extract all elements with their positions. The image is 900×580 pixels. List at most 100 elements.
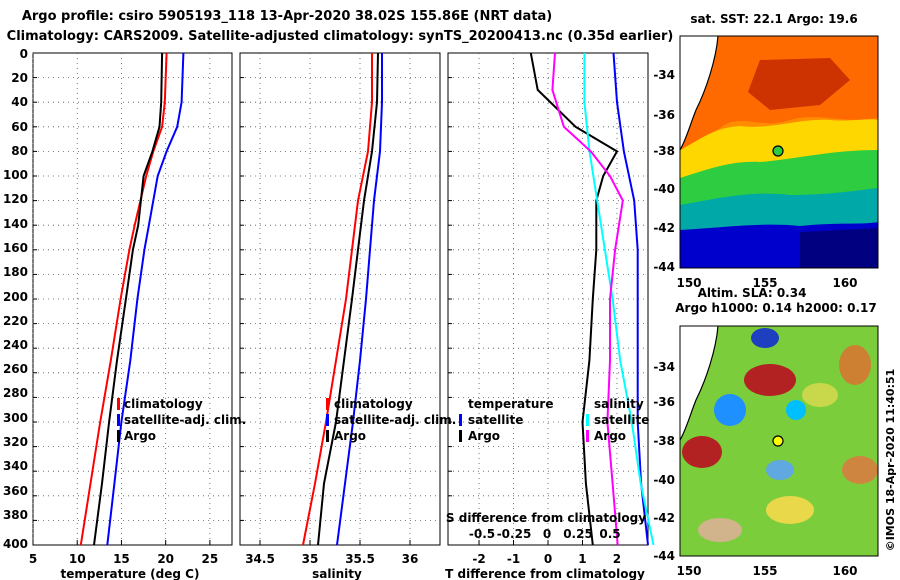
plot-frame [32, 52, 233, 546]
lon-tick-label: 160 [832, 564, 857, 578]
x-tick-label: -1 [507, 552, 520, 566]
depth-tick-label: 0 [20, 47, 28, 61]
sst-map-title: sat. SST: 22.1 Argo: 19.6 [690, 12, 857, 26]
s-diff-tick-label: 0.5 [599, 527, 620, 541]
sla-coastline [679, 325, 719, 441]
lat-tick-label: -40 [653, 182, 675, 196]
legend-label: satellite-adj. clim. [124, 413, 246, 427]
temperature-legend: climatology satellite-adj. clim. Argo [117, 397, 246, 443]
depth-tick-label: 60 [11, 120, 28, 134]
series-line-t-satellite-clim [612, 52, 649, 546]
salinity-axis-label: salinity [312, 567, 362, 580]
depth-tick-label: 380 [3, 508, 28, 522]
depth-tick-label: 120 [3, 192, 28, 206]
series-line-argo [93, 52, 164, 546]
lat-tick-label: -34 [653, 360, 675, 374]
lat-tick-label: -38 [653, 434, 675, 448]
legend-heading: salinity [594, 397, 644, 411]
temperature-panel: 5 10 15 20 25 [29, 52, 233, 566]
depth-tick-label: 40 [11, 95, 28, 109]
depth-tick-label: 280 [3, 386, 28, 400]
x-tick-label: 10 [69, 552, 86, 566]
title-line-1: Argo profile: csiro 5905193_118 13-Apr-2… [22, 9, 552, 24]
sla-yellow-1 [766, 496, 814, 524]
lat-tick-label: -42 [653, 511, 675, 525]
lon-tick-label: 160 [832, 276, 857, 290]
sst-coastline [679, 35, 719, 151]
legend-label: satellite-adj. clim. [334, 413, 456, 427]
depth-tick-label: 20 [11, 71, 28, 85]
sst-map [679, 35, 879, 269]
legend-label: climatology [124, 397, 203, 411]
sla-map-frame [679, 325, 879, 557]
sst-land [680, 36, 718, 150]
sst-map-frame [679, 35, 879, 269]
sla-yellow-2 [802, 383, 838, 407]
sla-map-lon-labels: 150 155 160 [676, 564, 857, 578]
s-diff-tick-label: -0.5 [469, 527, 495, 541]
difference-legend-salinity: salinity satellite Argo [586, 397, 649, 443]
lat-tick-label: -40 [653, 473, 675, 487]
legend-swatch-argo [459, 430, 462, 442]
depth-tick-label: 320 [3, 435, 28, 449]
legend-swatch-satellite [586, 414, 589, 426]
x-tick-label: -2 [472, 552, 485, 566]
depth-tick-label: 200 [3, 290, 28, 304]
legend-swatch-climatology [117, 398, 120, 410]
series-line-t-argo-clim [529, 52, 619, 546]
legend-label: satellite [594, 413, 649, 427]
sst-warm-core [748, 58, 850, 110]
depth-tick-label: 140 [3, 217, 28, 231]
legend-swatch-climatology [326, 398, 329, 410]
argo-location-marker [772, 145, 784, 157]
legend-swatch-argo [586, 430, 589, 442]
sla-high-5 [842, 456, 878, 484]
legend-heading: temperature [468, 397, 553, 411]
legend-swatch-argo [117, 430, 120, 442]
series-line-climatology [79, 52, 168, 546]
depth-tick-label: 360 [3, 484, 28, 498]
sla-map [679, 325, 879, 557]
sla-land [680, 326, 718, 440]
depth-axis-labels: 0 20 40 60 80 100 120 140 160 180 200 22… [3, 47, 28, 551]
s-diff-tick-label: 0.25 [563, 527, 593, 541]
legend-label: Argo [468, 429, 500, 443]
legend-swatch-satellite [326, 414, 329, 426]
sst-cold-core [800, 228, 878, 268]
legend-label: Argo [594, 429, 626, 443]
sst-map-lon-labels: 150 155 160 [676, 276, 857, 290]
difference-panel: -2 -1 0 1 2 [447, 52, 655, 566]
depth-tick-label: 220 [3, 314, 28, 328]
imos-timestamp: ©IMOS 18-Apr-2020 11:40:51 [884, 369, 897, 552]
s-diff-tick-label: -0.25 [497, 527, 532, 541]
x-tick-label: 1 [578, 552, 586, 566]
x-tick-label: 5 [29, 552, 37, 566]
depth-tick-label: 160 [3, 241, 28, 255]
lon-tick-label: 150 [676, 564, 701, 578]
series-line-argo [317, 52, 379, 546]
difference-legend-temperature: temperature satellite Argo [459, 397, 553, 443]
x-tick-label: 20 [157, 552, 174, 566]
legend-label: Argo [124, 429, 156, 443]
depth-tick-label: 100 [3, 168, 28, 182]
x-tick-label: 34.5 [245, 552, 275, 566]
lat-tick-label: -36 [653, 108, 675, 122]
sla-low-4 [766, 460, 794, 480]
depth-tick-label: 260 [3, 362, 28, 376]
legend-label: Argo [334, 429, 366, 443]
x-tick-label: 35 [302, 552, 319, 566]
legend-swatch-satellite [117, 414, 120, 426]
lon-tick-label: 155 [752, 564, 777, 578]
lon-tick-label: 155 [752, 276, 777, 290]
lat-tick-label: -38 [653, 144, 675, 158]
sla-map-title: Altim. SLA: 0.34 [698, 286, 807, 300]
sla-map-subtitle: Argo h1000: 0.14 h2000: 0.17 [675, 301, 876, 315]
legend-swatch-satellite [459, 414, 462, 426]
depth-tick-label: 180 [3, 265, 28, 279]
t-difference-axis-label: T difference from climatology [445, 567, 645, 580]
series-line-climatology [302, 53, 373, 546]
lon-tick-label: 150 [676, 276, 701, 290]
sla-high-1 [744, 364, 796, 396]
legend-label: climatology [334, 397, 413, 411]
series-line-s-satellite-clim [583, 53, 655, 546]
